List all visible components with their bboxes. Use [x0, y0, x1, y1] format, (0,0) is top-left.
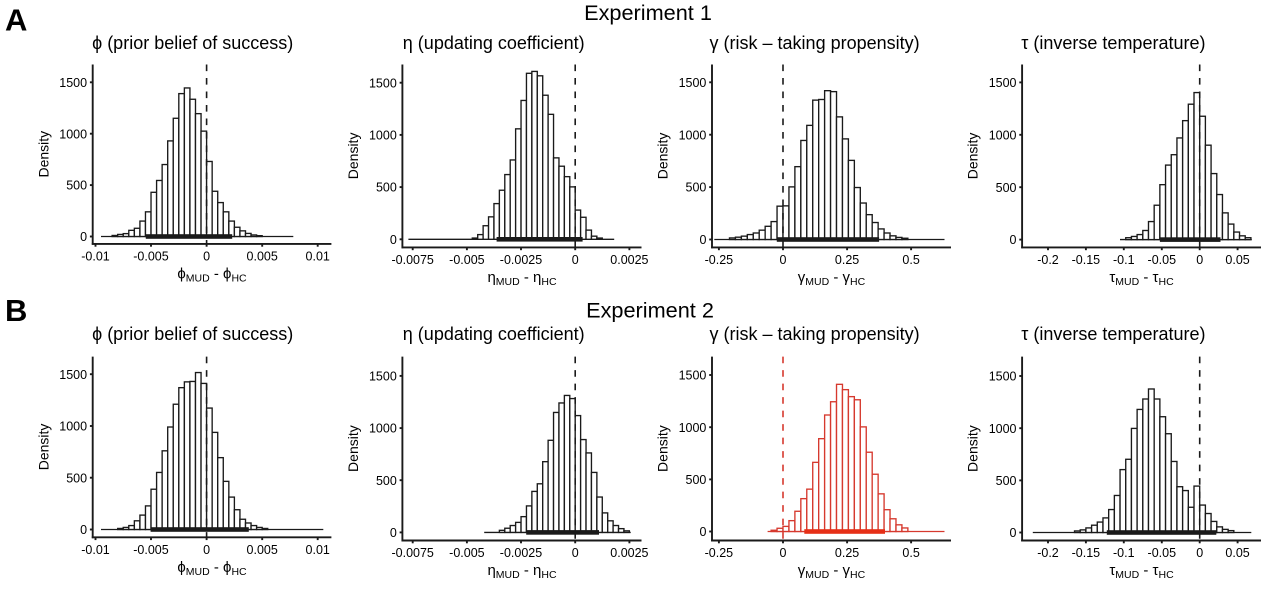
svg-text:1500: 1500	[989, 370, 1017, 384]
svg-text:-0.2: -0.2	[1037, 546, 1059, 560]
svg-text:500: 500	[686, 473, 707, 487]
svg-text:0.05: 0.05	[1225, 546, 1249, 560]
svg-text:1000: 1000	[369, 422, 397, 436]
svg-text:-0.15: -0.15	[1072, 546, 1101, 560]
svg-text:-0.01: -0.01	[81, 543, 110, 557]
svg-text:-0.2: -0.2	[1037, 253, 1059, 267]
svg-text:-0.005: -0.005	[449, 253, 484, 267]
svg-text:0.01: 0.01	[306, 250, 330, 264]
svg-text:Density: Density	[35, 131, 51, 178]
svg-text:1500: 1500	[369, 76, 397, 90]
svg-text:0: 0	[390, 233, 397, 247]
svg-text:1000: 1000	[59, 420, 87, 434]
svg-text:A: A	[5, 3, 27, 38]
svg-text:500: 500	[996, 474, 1017, 488]
svg-text:0: 0	[572, 253, 579, 267]
svg-text:0: 0	[1196, 253, 1203, 267]
svg-text:0.005: 0.005	[247, 250, 278, 264]
svg-text:-0.05: -0.05	[1148, 253, 1177, 267]
svg-text:γ (risk – taking propensity): γ (risk – taking propensity)	[710, 324, 920, 344]
svg-text:-0.15: -0.15	[1072, 253, 1101, 267]
svg-text:1000: 1000	[989, 422, 1017, 436]
svg-text:0.5: 0.5	[902, 546, 919, 560]
svg-text:-0.0075: -0.0075	[391, 546, 433, 560]
svg-text:0: 0	[780, 253, 787, 267]
svg-text:0: 0	[1196, 546, 1203, 560]
svg-text:Experiment 1: Experiment 1	[584, 0, 712, 25]
svg-text:1000: 1000	[679, 421, 707, 435]
svg-text:-0.0025: -0.0025	[500, 546, 542, 560]
svg-text:Density: Density	[35, 424, 51, 471]
svg-text:500: 500	[996, 181, 1017, 195]
svg-text:500: 500	[66, 471, 87, 485]
svg-text:Density: Density	[655, 133, 671, 180]
svg-text:0.01: 0.01	[306, 543, 330, 557]
svg-text:1000: 1000	[989, 128, 1017, 142]
svg-text:0.0025: 0.0025	[610, 253, 648, 267]
svg-text:-0.005: -0.005	[449, 546, 484, 560]
svg-text:1000: 1000	[59, 127, 87, 141]
svg-text:500: 500	[66, 179, 87, 193]
svg-text:-0.05: -0.05	[1148, 546, 1177, 560]
svg-text:-0.25: -0.25	[705, 253, 734, 267]
svg-text:1000: 1000	[679, 128, 707, 142]
svg-text:-0.0025: -0.0025	[500, 253, 542, 267]
svg-text:ϕ (prior belief of success): ϕ (prior belief of success)	[92, 324, 293, 344]
svg-text:0.0025: 0.0025	[610, 546, 648, 560]
svg-text:τ (inverse temperature): τ (inverse temperature)	[1021, 33, 1205, 53]
svg-text:0: 0	[1010, 526, 1017, 540]
svg-text:B: B	[5, 293, 27, 328]
svg-text:Density: Density	[345, 133, 361, 180]
svg-text:0: 0	[80, 230, 87, 244]
svg-text:ηMUD - ηHC: ηMUD - ηHC	[487, 562, 557, 581]
svg-text:1000: 1000	[369, 129, 397, 143]
svg-text:0.5: 0.5	[902, 253, 919, 267]
svg-text:-0.0075: -0.0075	[391, 253, 433, 267]
svg-text:0.05: 0.05	[1225, 253, 1249, 267]
svg-text:0.25: 0.25	[835, 546, 859, 560]
svg-text:500: 500	[686, 181, 707, 195]
svg-text:1500: 1500	[59, 76, 87, 90]
svg-text:Density: Density	[965, 133, 981, 180]
svg-text:Density: Density	[655, 425, 671, 472]
svg-text:-0.1: -0.1	[1113, 546, 1135, 560]
svg-text:-0.01: -0.01	[81, 250, 110, 264]
svg-text:-0.005: -0.005	[133, 543, 168, 557]
svg-text:0: 0	[699, 233, 706, 247]
svg-text:ϕ (prior belief of success): ϕ (prior belief of success)	[92, 33, 293, 53]
svg-text:Density: Density	[965, 425, 981, 472]
svg-text:0: 0	[780, 546, 787, 560]
svg-text:0: 0	[80, 523, 87, 537]
svg-text:0: 0	[203, 250, 210, 264]
svg-text:500: 500	[376, 474, 397, 488]
svg-text:500: 500	[376, 181, 397, 195]
svg-text:η (updating coefficient): η (updating coefficient)	[403, 33, 585, 53]
svg-text:1500: 1500	[369, 370, 397, 384]
svg-text:1500: 1500	[59, 368, 87, 382]
svg-text:-0.005: -0.005	[133, 250, 168, 264]
svg-text:η (updating coefficient): η (updating coefficient)	[403, 324, 585, 344]
svg-text:τMUD - τHC: τMUD - τHC	[1109, 269, 1174, 288]
svg-text:1500: 1500	[679, 369, 707, 383]
svg-text:1500: 1500	[989, 76, 1017, 90]
svg-text:0: 0	[390, 526, 397, 540]
svg-text:0.005: 0.005	[247, 543, 278, 557]
svg-text:-0.25: -0.25	[705, 546, 734, 560]
svg-text:τ (inverse temperature): τ (inverse temperature)	[1021, 324, 1205, 344]
svg-text:Experiment 2: Experiment 2	[586, 297, 714, 322]
svg-text:γ (risk – taking propensity): γ (risk – taking propensity)	[710, 33, 920, 53]
svg-text:0.25: 0.25	[835, 253, 859, 267]
svg-text:-0.1: -0.1	[1113, 253, 1135, 267]
svg-text:1500: 1500	[679, 76, 707, 90]
svg-text:0: 0	[572, 546, 579, 560]
svg-text:0: 0	[1010, 233, 1017, 247]
svg-text:γMUD - γHC: γMUD - γHC	[798, 562, 866, 581]
svg-text:0: 0	[203, 543, 210, 557]
svg-text:Density: Density	[345, 425, 361, 472]
svg-text:0: 0	[699, 525, 706, 539]
